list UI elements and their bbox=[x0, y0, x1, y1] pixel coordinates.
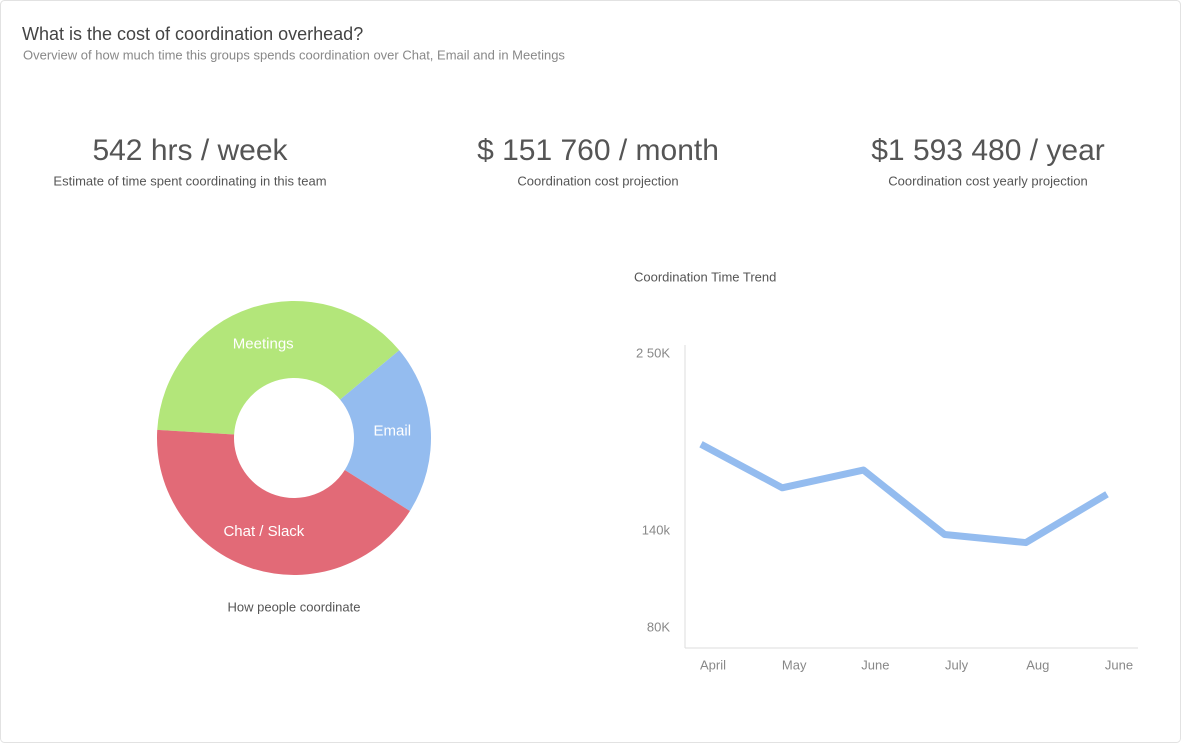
page-subtitle: Overview of how much time this groups sp… bbox=[23, 47, 565, 62]
kpi-value: $ 151 760 / month bbox=[477, 134, 719, 167]
chart-title: Coordination Time Trend bbox=[634, 269, 776, 284]
kpi-label: Coordination cost projection bbox=[517, 173, 678, 188]
segment-label: Meetings bbox=[233, 335, 294, 352]
y-tick-label: 80K bbox=[647, 619, 670, 634]
x-tick-label: June bbox=[861, 657, 889, 672]
chart-caption: How people coordinate bbox=[228, 599, 361, 614]
segment-label: Email bbox=[374, 422, 412, 439]
trend-line bbox=[699, 441, 1109, 547]
donut-segment bbox=[157, 301, 400, 435]
kpi-label: Estimate of time spent coordinating in t… bbox=[53, 173, 326, 188]
x-tick-label: May bbox=[782, 657, 807, 672]
donut-segment bbox=[157, 429, 410, 576]
kpi-value: 542 hrs / week bbox=[92, 134, 288, 167]
page-title: What is the cost of coordination overhea… bbox=[22, 24, 363, 44]
y-tick-label: 140k bbox=[642, 523, 671, 538]
x-tick-label: Aug bbox=[1026, 657, 1049, 672]
x-tick-label: June bbox=[1105, 657, 1133, 672]
segment-label: Chat / Slack bbox=[223, 523, 304, 540]
kpi-label: Coordination cost yearly projection bbox=[888, 173, 1087, 188]
donut-segment bbox=[340, 350, 431, 512]
x-tick-label: July bbox=[945, 657, 969, 672]
kpi-value: $1 593 480 / year bbox=[871, 134, 1105, 167]
x-tick-label: April bbox=[700, 657, 726, 672]
y-tick-label: 2 50K bbox=[636, 345, 670, 360]
